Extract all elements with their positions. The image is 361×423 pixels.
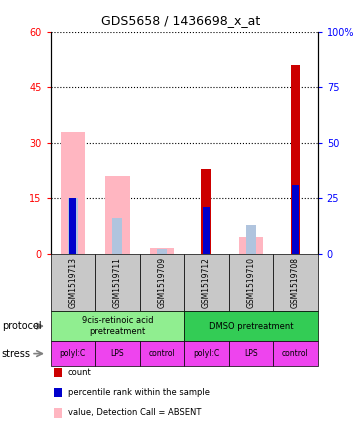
- Bar: [105, 176, 130, 254]
- Text: count: count: [68, 368, 91, 377]
- Bar: [149, 248, 174, 254]
- Text: stress: stress: [2, 349, 31, 359]
- Bar: [203, 207, 210, 254]
- Bar: [239, 237, 263, 254]
- Text: GSM1519710: GSM1519710: [247, 257, 255, 308]
- Text: GSM1519711: GSM1519711: [113, 257, 122, 308]
- Text: control: control: [148, 349, 175, 358]
- Bar: [68, 198, 78, 254]
- Text: DMSO pretreatment: DMSO pretreatment: [209, 321, 293, 331]
- Text: LPS: LPS: [244, 349, 258, 358]
- Bar: [112, 218, 122, 254]
- Text: polyI:C: polyI:C: [60, 349, 86, 358]
- Bar: [157, 250, 167, 254]
- Text: GSM1519712: GSM1519712: [202, 257, 211, 308]
- Bar: [291, 65, 300, 254]
- Bar: [201, 169, 211, 254]
- Text: GSM1519709: GSM1519709: [157, 257, 166, 308]
- Text: percentile rank within the sample: percentile rank within the sample: [68, 388, 209, 397]
- Bar: [61, 132, 85, 254]
- Text: GSM1519708: GSM1519708: [291, 257, 300, 308]
- Text: control: control: [282, 349, 309, 358]
- Bar: [292, 185, 299, 254]
- Bar: [246, 225, 256, 254]
- Text: protocol: protocol: [2, 321, 42, 331]
- Text: GSM1519713: GSM1519713: [68, 257, 77, 308]
- Text: 9cis-retinoic acid
pretreatment: 9cis-retinoic acid pretreatment: [82, 316, 153, 336]
- Text: polyI:C: polyI:C: [193, 349, 219, 358]
- Text: value, Detection Call = ABSENT: value, Detection Call = ABSENT: [68, 408, 201, 418]
- Bar: [69, 198, 76, 254]
- Text: GDS5658 / 1436698_x_at: GDS5658 / 1436698_x_at: [101, 14, 260, 27]
- Text: LPS: LPS: [110, 349, 124, 358]
